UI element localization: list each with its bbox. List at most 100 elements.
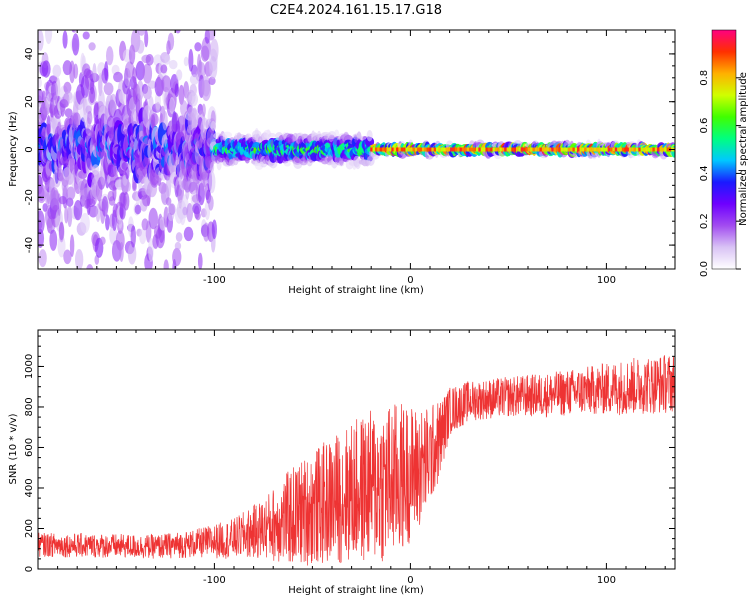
spectrogram-ridge-cell bbox=[570, 147, 573, 152]
spectrogram-ridge-cell bbox=[403, 147, 406, 152]
spectrogram-cell bbox=[206, 30, 216, 41]
spectrogram-ridge-cell bbox=[410, 147, 413, 152]
spectrogram-cell bbox=[188, 92, 199, 107]
spectrogram-ridge-cell bbox=[617, 147, 620, 152]
spectrogram-ytick-label: 0 bbox=[24, 146, 35, 152]
spectrogram-cell bbox=[125, 17, 130, 28]
spectrogram-cell bbox=[113, 71, 123, 83]
spectrogram-ridge-cell bbox=[379, 147, 383, 152]
spectrogram-ridge-cell bbox=[417, 147, 420, 152]
spectrogram-cell bbox=[58, 221, 65, 241]
spectrogram-cell bbox=[183, 226, 194, 242]
spectrogram-cell bbox=[92, 63, 97, 82]
spectrogram-ridge-cell bbox=[492, 147, 495, 152]
colorbar-tick-label: 0.8 bbox=[699, 70, 710, 86]
spectrogram-cell bbox=[188, 48, 194, 72]
spectrogram-ytick-label: -20 bbox=[24, 189, 35, 205]
spectrogram-cell bbox=[101, 195, 109, 217]
spectrogram-ridge-cell bbox=[450, 147, 453, 152]
spectrogram-cell bbox=[209, 161, 215, 173]
spectrogram-ridge-cell bbox=[429, 147, 432, 152]
spectrogram-ridge-cell bbox=[534, 147, 538, 152]
spectrogram-ridge-cell bbox=[433, 147, 437, 152]
spectrogram-cell bbox=[201, 103, 206, 117]
spectrogram-ridge-cell bbox=[633, 147, 637, 152]
spectrogram-cell bbox=[49, 229, 58, 251]
spectrogram-cell bbox=[268, 133, 276, 138]
spectrogram-cell bbox=[72, 30, 77, 33]
spectrogram-cell bbox=[148, 237, 154, 262]
spectrogram-ridge-cell bbox=[603, 147, 606, 152]
spectrogram-ridge-cell bbox=[494, 147, 498, 152]
spectrogram-ticks: -100 0 100 -40 -20 0 20 40 bbox=[24, 29, 675, 286]
spectrogram-cell bbox=[38, 30, 44, 51]
spectrogram-cell bbox=[89, 87, 96, 104]
snr-series-line bbox=[38, 355, 675, 566]
spectrogram-ridge-cell bbox=[553, 147, 557, 152]
spectrogram-cell bbox=[144, 30, 149, 48]
spectrogram-cell bbox=[130, 108, 139, 128]
spectrogram-cell bbox=[112, 184, 117, 201]
spectrogram-cell bbox=[95, 354, 104, 377]
spectrogram-ridge-cell bbox=[487, 147, 491, 152]
snr-ytick-label: 600 bbox=[24, 438, 35, 457]
spectrogram-ridge-cell bbox=[605, 147, 608, 152]
spectrogram-xtick-label: 100 bbox=[597, 275, 616, 286]
spectrogram-cell bbox=[38, 249, 47, 268]
spectrogram-ridge-cell bbox=[483, 147, 486, 152]
spectrogram-ridge-cell bbox=[558, 147, 561, 152]
spectrogram-cell bbox=[168, 59, 178, 70]
spectrogram-cell bbox=[197, 62, 206, 79]
spectrogram-cell bbox=[127, 243, 137, 265]
spectrogram-cell bbox=[109, 93, 118, 117]
spectrogram-cell bbox=[148, 207, 158, 230]
spectrogram-ridge-cell bbox=[619, 147, 622, 152]
spectrogram-ridge-cell bbox=[532, 147, 535, 152]
spectrogram-ridge-cell bbox=[659, 147, 662, 152]
spectrogram-cell bbox=[192, 203, 202, 215]
spectrogram-cell bbox=[161, 75, 172, 93]
spectrogram-cell bbox=[168, 203, 176, 216]
snr-ytick-label: 400 bbox=[24, 478, 35, 497]
spectrogram-ridge-cell bbox=[412, 147, 415, 152]
snr-xtick-label: -100 bbox=[203, 575, 226, 586]
spectrogram-ridge-cell bbox=[556, 147, 559, 152]
spectrogram-ridge-cell bbox=[551, 147, 554, 152]
spectrogram-ridge-cell bbox=[539, 147, 542, 152]
spectrogram-ridge-cell bbox=[374, 147, 378, 152]
spectrogram-cell bbox=[135, 60, 145, 81]
spectrogram-ridge-cell bbox=[426, 147, 430, 152]
spectrogram-ridge-cell bbox=[478, 147, 481, 152]
spectrogram-ridge-cell bbox=[588, 147, 592, 152]
spectrogram-ridge-cell bbox=[527, 147, 531, 152]
spectrogram-cell bbox=[160, 64, 168, 74]
figure-title: C2E4.2024.161.15.17.G18 bbox=[270, 3, 442, 18]
spectrogram-cell bbox=[136, 80, 144, 101]
spectrogram-ridge-cell bbox=[400, 147, 404, 152]
spectrogram-cell bbox=[119, 242, 124, 262]
spectrogram-cell bbox=[45, 30, 53, 45]
spectrogram-ridge-cell bbox=[593, 147, 597, 152]
spectrogram-cell bbox=[46, 115, 51, 135]
snr-ytick-label: 800 bbox=[24, 397, 35, 416]
spectrogram-ridge-cell bbox=[377, 147, 380, 152]
spectrogram-ridge-cell bbox=[405, 147, 408, 152]
spectrogram-ridge-cell bbox=[612, 147, 615, 152]
snr-ylabel: SNR (10 * v/v) bbox=[8, 413, 19, 484]
spectrogram-ridge-cell bbox=[436, 147, 439, 152]
spectrogram-ridge-cell bbox=[421, 147, 425, 152]
spectrogram-cell bbox=[142, 85, 152, 100]
spectrogram-cell bbox=[125, 61, 135, 78]
colorbar-tick-label: 0.0 bbox=[699, 261, 710, 277]
spectrogram-cell bbox=[162, 110, 168, 131]
spectrogram-ridge-cell bbox=[457, 147, 460, 152]
spectrogram-ytick-label: -40 bbox=[24, 237, 35, 253]
spectrogram-ridge-cell bbox=[657, 147, 660, 152]
spectrogram-cell bbox=[105, 214, 110, 231]
spectrogram-heatmap bbox=[38, 17, 675, 377]
spectrogram-ridge-cell bbox=[459, 147, 462, 152]
spectrogram-ridge-cell bbox=[560, 147, 564, 152]
spectrogram-ridge-cell bbox=[645, 147, 648, 152]
